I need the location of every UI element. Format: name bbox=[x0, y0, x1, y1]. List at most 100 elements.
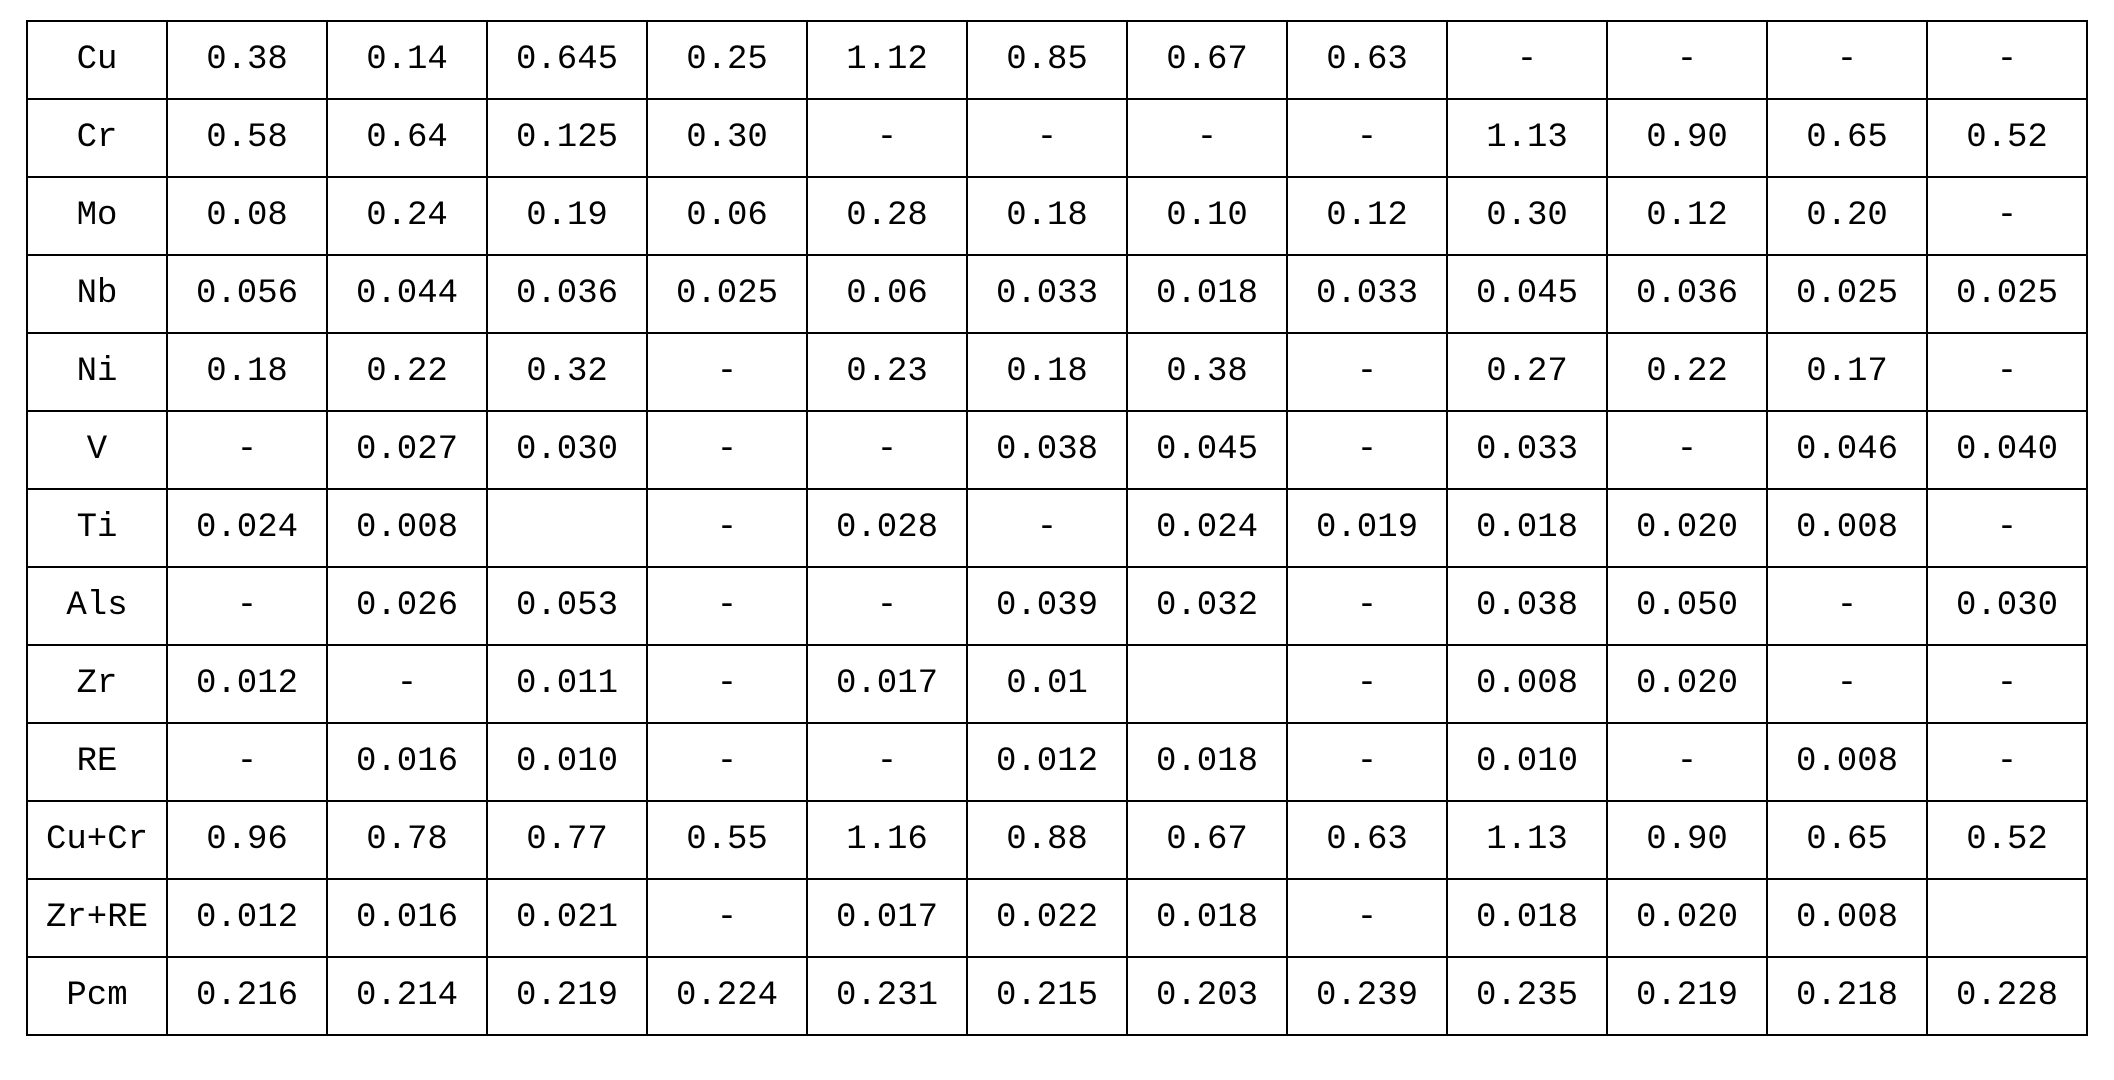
table-body: Cu0.380.140.6450.251.120.850.670.63---- … bbox=[27, 21, 2087, 1035]
cell: - bbox=[807, 723, 967, 801]
cell: 0.10 bbox=[1127, 177, 1287, 255]
cell: 0.018 bbox=[1447, 489, 1607, 567]
cell: 0.027 bbox=[327, 411, 487, 489]
cell: - bbox=[1287, 567, 1447, 645]
cell: 0.38 bbox=[167, 21, 327, 99]
table-row: Ni0.180.220.32-0.230.180.38-0.270.220.17… bbox=[27, 333, 2087, 411]
table-row: Zr0.012-0.011-0.0170.01-0.0080.020-- bbox=[27, 645, 2087, 723]
cell: 0.016 bbox=[327, 879, 487, 957]
cell: 0.046 bbox=[1767, 411, 1927, 489]
row-header: Cu+Cr bbox=[27, 801, 167, 879]
cell: 0.214 bbox=[327, 957, 487, 1035]
cell: 0.021 bbox=[487, 879, 647, 957]
cell: - bbox=[1767, 567, 1927, 645]
cell: 0.033 bbox=[967, 255, 1127, 333]
cell: 0.216 bbox=[167, 957, 327, 1035]
row-header: Ti bbox=[27, 489, 167, 567]
cell: 0.18 bbox=[967, 177, 1127, 255]
cell: - bbox=[1607, 411, 1767, 489]
cell: - bbox=[1287, 879, 1447, 957]
cell: - bbox=[1767, 21, 1927, 99]
row-header: Pcm bbox=[27, 957, 167, 1035]
cell: 0.22 bbox=[1607, 333, 1767, 411]
cell: 0.008 bbox=[1767, 879, 1927, 957]
cell: 0.019 bbox=[1287, 489, 1447, 567]
cell: 0.020 bbox=[1607, 489, 1767, 567]
cell: 0.053 bbox=[487, 567, 647, 645]
table-row: Zr+RE0.0120.0160.021-0.0170.0220.018-0.0… bbox=[27, 879, 2087, 957]
table-row: Nb0.0560.0440.0360.0250.060.0330.0180.03… bbox=[27, 255, 2087, 333]
cell: - bbox=[967, 489, 1127, 567]
row-header: Cr bbox=[27, 99, 167, 177]
cell: 0.67 bbox=[1127, 801, 1287, 879]
row-header: V bbox=[27, 411, 167, 489]
table-row: Als-0.0260.053--0.0390.032-0.0380.050-0.… bbox=[27, 567, 2087, 645]
cell: 0.008 bbox=[1767, 723, 1927, 801]
cell: 0.039 bbox=[967, 567, 1127, 645]
cell: 0.032 bbox=[1127, 567, 1287, 645]
cell: 0.012 bbox=[967, 723, 1127, 801]
cell: 0.010 bbox=[1447, 723, 1607, 801]
cell: 0.020 bbox=[1607, 645, 1767, 723]
cell: 0.022 bbox=[967, 879, 1127, 957]
cell: 0.215 bbox=[967, 957, 1127, 1035]
cell: 0.30 bbox=[1447, 177, 1607, 255]
cell: 0.30 bbox=[647, 99, 807, 177]
cell: - bbox=[1287, 645, 1447, 723]
composition-table: Cu0.380.140.6450.251.120.850.670.63---- … bbox=[26, 20, 2088, 1036]
cell: 0.018 bbox=[1127, 879, 1287, 957]
cell: 0.06 bbox=[647, 177, 807, 255]
cell: 0.224 bbox=[647, 957, 807, 1035]
cell: - bbox=[1927, 333, 2087, 411]
cell: 1.13 bbox=[1447, 99, 1607, 177]
table-row: Cu0.380.140.6450.251.120.850.670.63---- bbox=[27, 21, 2087, 99]
cell: 0.19 bbox=[487, 177, 647, 255]
cell: 0.024 bbox=[167, 489, 327, 567]
cell: 0.219 bbox=[1607, 957, 1767, 1035]
cell: 0.036 bbox=[1607, 255, 1767, 333]
cell: 0.125 bbox=[487, 99, 647, 177]
cell: 0.01 bbox=[967, 645, 1127, 723]
cell: - bbox=[647, 879, 807, 957]
cell: - bbox=[1607, 21, 1767, 99]
cell bbox=[1127, 645, 1287, 723]
table-row: RE-0.0160.010--0.0120.018-0.010-0.008- bbox=[27, 723, 2087, 801]
cell: 0.030 bbox=[1927, 567, 2087, 645]
cell: 0.38 bbox=[1127, 333, 1287, 411]
cell: 0.52 bbox=[1927, 801, 2087, 879]
cell: 0.045 bbox=[1127, 411, 1287, 489]
cell: 0.025 bbox=[647, 255, 807, 333]
cell: - bbox=[967, 99, 1127, 177]
cell: 1.12 bbox=[807, 21, 967, 99]
row-header: Ni bbox=[27, 333, 167, 411]
cell: 0.52 bbox=[1927, 99, 2087, 177]
cell: 0.18 bbox=[167, 333, 327, 411]
cell: - bbox=[807, 99, 967, 177]
cell: 0.67 bbox=[1127, 21, 1287, 99]
cell bbox=[1927, 879, 2087, 957]
cell: 0.06 bbox=[807, 255, 967, 333]
cell: 0.025 bbox=[1927, 255, 2087, 333]
cell: 0.036 bbox=[487, 255, 647, 333]
cell: 0.63 bbox=[1287, 21, 1447, 99]
cell: 0.08 bbox=[167, 177, 327, 255]
table-row: Cu+Cr0.960.780.770.551.160.880.670.631.1… bbox=[27, 801, 2087, 879]
cell: 0.85 bbox=[967, 21, 1127, 99]
row-header: Cu bbox=[27, 21, 167, 99]
cell: 0.235 bbox=[1447, 957, 1607, 1035]
cell: 0.77 bbox=[487, 801, 647, 879]
cell: 1.13 bbox=[1447, 801, 1607, 879]
cell: 0.008 bbox=[327, 489, 487, 567]
cell: 0.218 bbox=[1767, 957, 1927, 1035]
cell: 0.17 bbox=[1767, 333, 1927, 411]
table-row: Ti0.0240.008-0.028-0.0240.0190.0180.0200… bbox=[27, 489, 2087, 567]
cell: 0.050 bbox=[1607, 567, 1767, 645]
cell: 0.27 bbox=[1447, 333, 1607, 411]
cell: 0.024 bbox=[1127, 489, 1287, 567]
cell: - bbox=[1927, 645, 2087, 723]
cell: - bbox=[1927, 723, 2087, 801]
cell: - bbox=[167, 411, 327, 489]
row-header: Mo bbox=[27, 177, 167, 255]
cell: 0.018 bbox=[1447, 879, 1607, 957]
cell: 0.55 bbox=[647, 801, 807, 879]
